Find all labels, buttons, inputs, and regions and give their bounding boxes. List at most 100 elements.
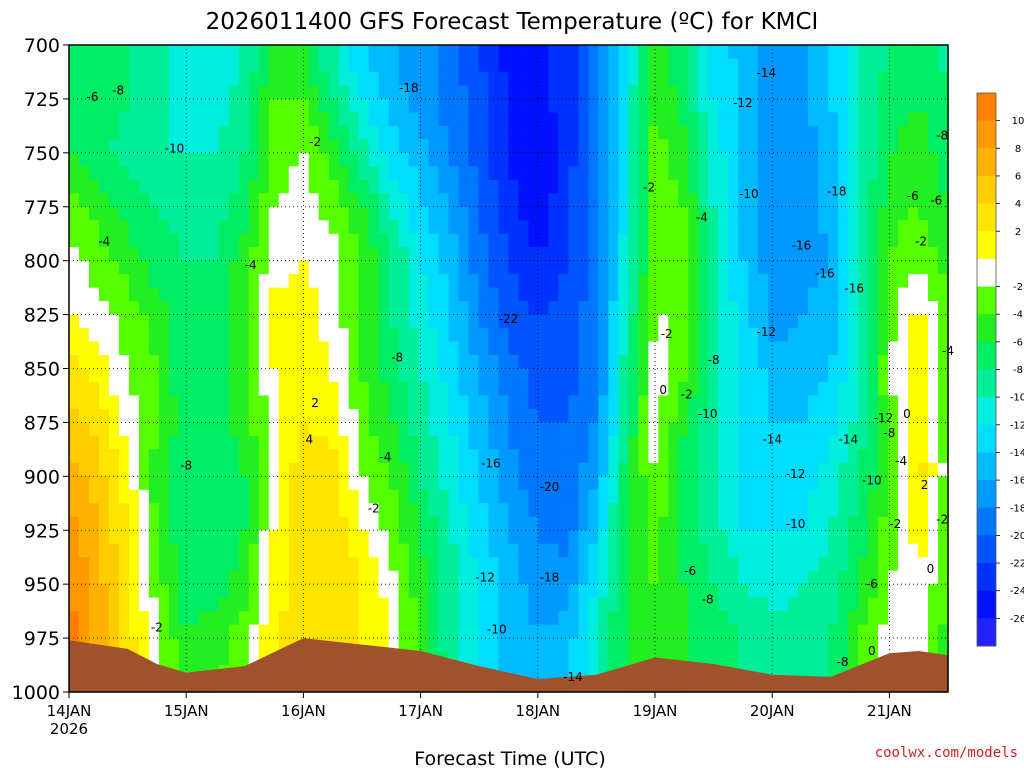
temperature-cell — [488, 125, 500, 140]
temperature-cell — [438, 611, 450, 626]
temperature-cell — [908, 381, 919, 397]
temperature-cell — [128, 193, 140, 208]
temperature-cell — [528, 611, 540, 626]
temperature-cell — [248, 422, 260, 437]
temperature-cell — [468, 220, 480, 235]
temperature-cell — [69, 543, 80, 558]
temperature-cell — [698, 651, 709, 666]
temperature-cell — [628, 503, 639, 518]
temperature-cell — [488, 543, 500, 558]
temperature-cell — [208, 220, 220, 235]
temperature-cell — [218, 462, 230, 477]
temperature-cell — [368, 503, 380, 518]
temperature-cell — [298, 58, 310, 73]
temperature-cell — [658, 435, 669, 450]
temperature-cell — [648, 368, 659, 383]
temperature-cell — [458, 71, 470, 87]
temperature-cell — [258, 85, 270, 100]
temperature-cell — [108, 166, 120, 181]
temperature-cell — [438, 557, 450, 572]
temperature-cell — [498, 476, 510, 491]
temperature-cell — [678, 139, 689, 154]
temperature-cell — [258, 368, 270, 383]
temperature-cell — [628, 260, 639, 275]
temperature-cell — [448, 435, 460, 450]
y-tick-label: 725 — [24, 89, 60, 111]
temperature-cell — [348, 341, 360, 356]
temperature-cell — [678, 651, 689, 666]
temperature-cell — [878, 328, 889, 343]
temperature-cell — [69, 98, 80, 113]
temperature-cell — [868, 193, 879, 208]
temperature-cell — [528, 125, 540, 140]
temperature-cell — [638, 368, 649, 383]
temperature-cell — [908, 368, 919, 383]
temperature-cell — [448, 408, 460, 424]
temperature-cell — [678, 314, 689, 329]
temperature-cell — [628, 516, 639, 531]
temperature-cell — [668, 125, 679, 140]
temperature-cell — [878, 368, 889, 383]
temperature-cell — [818, 98, 829, 113]
temperature-cell — [668, 260, 679, 275]
temperature-cell — [338, 287, 350, 302]
temperature-cell — [368, 449, 380, 464]
temperature-cell — [438, 328, 450, 343]
contour-label: -8 — [936, 129, 948, 143]
temperature-cell — [708, 58, 719, 73]
temperature-cell — [478, 624, 490, 639]
x-tick-label: 20JAN — [750, 702, 795, 720]
temperature-cell — [918, 287, 929, 302]
temperature-cell — [188, 530, 200, 545]
temperature-cell — [808, 381, 819, 397]
temperature-cell — [808, 368, 819, 383]
temperature-cell — [308, 287, 320, 302]
temperature-cell — [448, 422, 460, 437]
temperature-cell — [658, 139, 669, 154]
temperature-cell — [588, 584, 599, 599]
temperature-cell — [328, 516, 340, 531]
temperature-cell — [688, 301, 699, 316]
temperature-cell — [568, 476, 580, 491]
temperature-cell — [468, 314, 480, 329]
temperature-cell — [348, 435, 360, 450]
temperature-cell — [688, 543, 699, 558]
temperature-cell — [568, 543, 580, 558]
temperature-cell — [488, 314, 500, 329]
temperature-cell — [388, 584, 400, 599]
temperature-cell — [138, 139, 150, 154]
temperature-cell — [368, 193, 380, 208]
temperature-cell — [428, 125, 440, 140]
temperature-cell — [808, 112, 819, 127]
temperature-cell — [788, 516, 799, 531]
temperature-cell — [318, 462, 330, 477]
temperature-cell — [118, 557, 130, 572]
temperature-cell — [418, 287, 430, 302]
temperature-cell — [938, 530, 949, 545]
temperature-cell — [238, 301, 250, 316]
temperature-cell — [918, 206, 929, 221]
temperature-cell — [938, 314, 949, 329]
temperature-cell — [368, 543, 380, 558]
temperature-cell — [658, 152, 669, 167]
temperature-cell — [638, 152, 649, 167]
temperature-cell — [228, 476, 240, 491]
temperature-cell — [758, 233, 769, 248]
temperature-cell — [348, 206, 360, 221]
temperature-cell — [398, 233, 410, 248]
temperature-cell — [588, 665, 599, 680]
temperature-cell — [828, 651, 839, 666]
temperature-cell — [748, 422, 759, 437]
temperature-cell — [248, 206, 260, 221]
temperature-cell — [198, 530, 210, 545]
temperature-cell — [408, 611, 420, 626]
temperature-cell — [818, 489, 829, 504]
temperature-cell — [728, 651, 739, 666]
temperature-cell — [238, 287, 250, 302]
temperature-cell — [238, 503, 250, 518]
temperature-cell — [828, 206, 839, 221]
temperature-cell — [918, 476, 929, 491]
temperature-cell — [938, 58, 949, 73]
temperature-cell — [188, 220, 200, 235]
temperature-cell — [248, 260, 260, 275]
